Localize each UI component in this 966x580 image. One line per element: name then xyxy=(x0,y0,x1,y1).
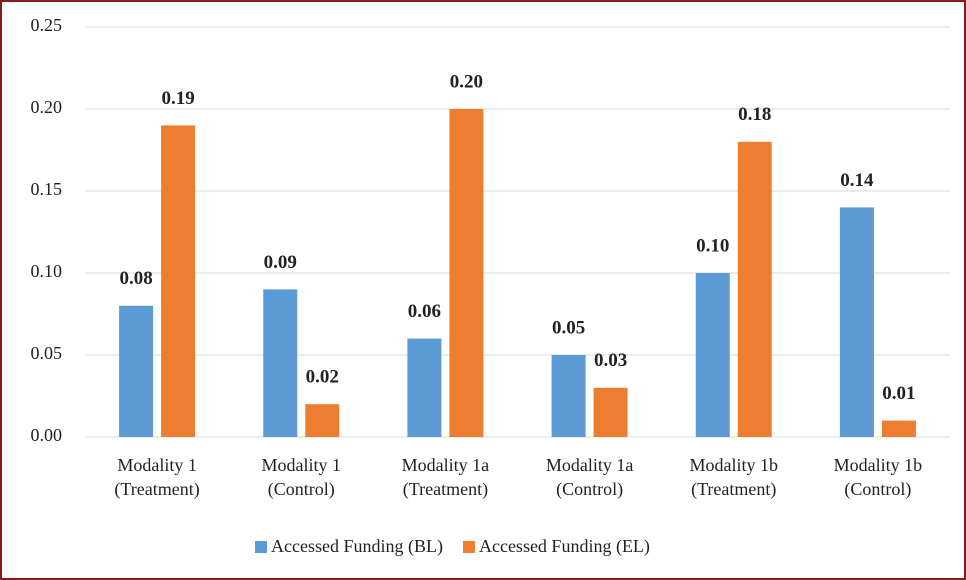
x-tick-label: Modality 1b xyxy=(690,455,779,475)
value-label: 0.09 xyxy=(264,252,297,273)
x-tick-label: Modality 1 xyxy=(262,455,342,475)
x-tick-label: Modality 1a xyxy=(546,455,634,475)
y-tick-label: 0.15 xyxy=(31,179,63,199)
value-label: 0.08 xyxy=(119,268,152,289)
value-label: 0.05 xyxy=(552,317,585,338)
value-label: 0.14 xyxy=(840,170,874,191)
bar xyxy=(695,273,730,437)
x-tick-label: (Control) xyxy=(844,479,911,500)
legend-swatch xyxy=(255,541,267,553)
bar xyxy=(551,355,586,437)
value-label: 0.10 xyxy=(696,235,729,256)
value-label: 0.03 xyxy=(594,350,627,371)
value-label: 0.01 xyxy=(882,383,915,404)
value-label: 0.02 xyxy=(306,367,339,388)
x-tick-label: Modality 1b xyxy=(834,455,923,475)
bar xyxy=(305,404,340,437)
y-tick-label: 0.05 xyxy=(31,343,63,363)
bar xyxy=(119,305,154,437)
x-tick-label: (Treatment) xyxy=(691,479,776,500)
bar xyxy=(593,387,628,437)
x-tick-label: (Treatment) xyxy=(114,479,199,500)
bar xyxy=(161,125,196,438)
bar xyxy=(839,207,874,437)
bar xyxy=(407,338,442,437)
x-tick-label: Modality 1a xyxy=(402,455,490,475)
y-tick-label: 0.20 xyxy=(31,97,63,117)
y-tick-label: 0.25 xyxy=(31,15,63,35)
bar xyxy=(737,141,772,438)
bar xyxy=(449,109,484,437)
bar xyxy=(881,420,916,437)
legend-label: Accessed Funding (EL) xyxy=(479,536,650,557)
value-label: 0.20 xyxy=(450,71,483,92)
value-label: 0.19 xyxy=(161,88,194,109)
legend-label: Accessed Funding (BL) xyxy=(271,536,443,557)
value-label: 0.18 xyxy=(738,104,771,125)
x-tick-label: (Control) xyxy=(268,479,335,500)
x-tick-label: Modality 1 xyxy=(117,455,197,475)
y-tick-label: 0.00 xyxy=(31,425,63,445)
bar xyxy=(263,289,298,437)
value-label: 0.06 xyxy=(408,301,441,322)
x-tick-label: (Control) xyxy=(556,479,623,500)
legend-swatch xyxy=(462,541,475,553)
x-tick-label: (Treatment) xyxy=(403,479,488,500)
y-tick-label: 0.10 xyxy=(31,261,63,281)
